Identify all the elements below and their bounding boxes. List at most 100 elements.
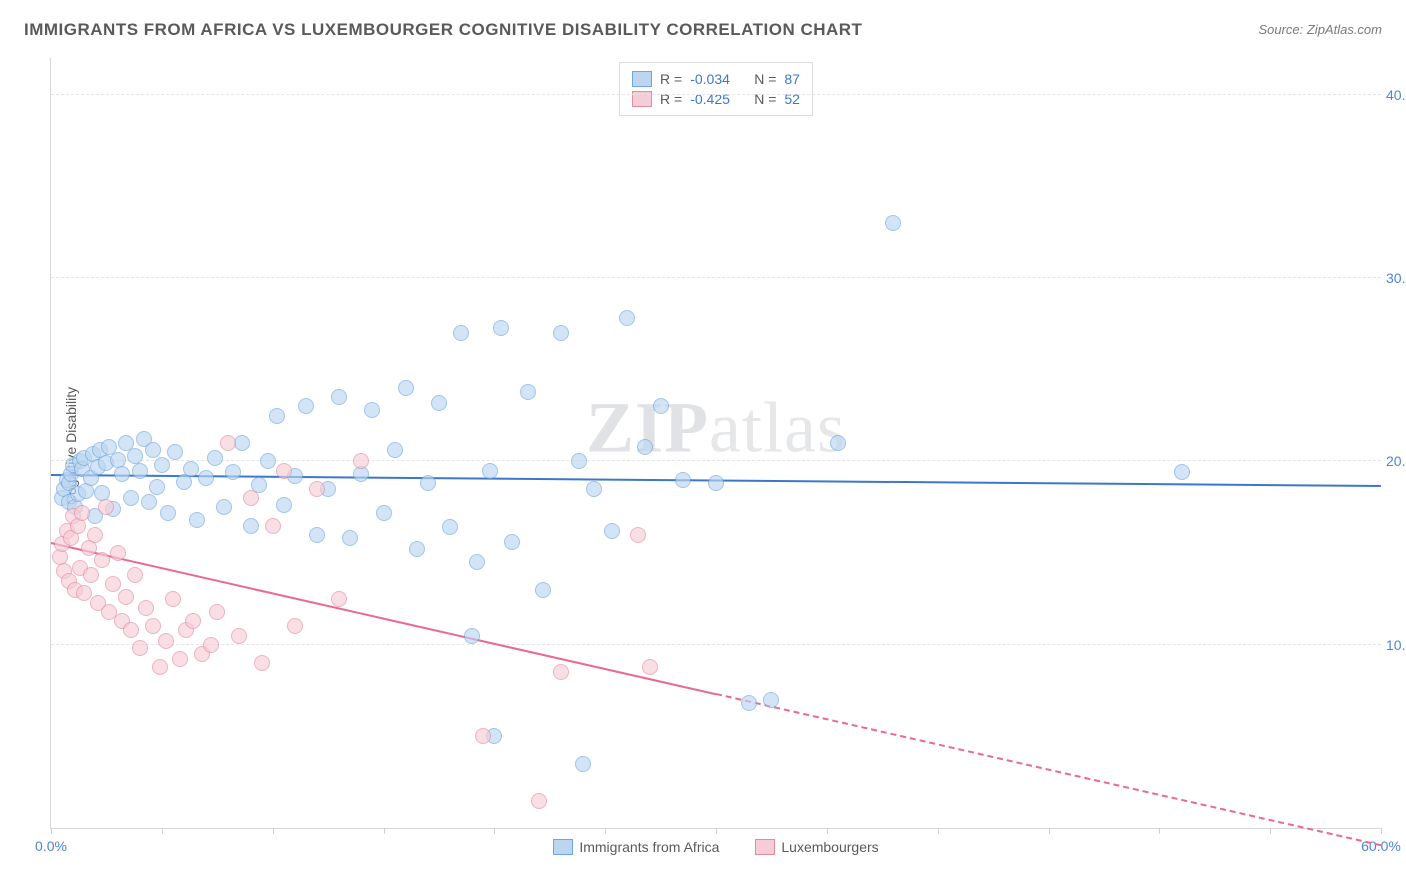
- data-point: [885, 215, 901, 231]
- data-point: [741, 695, 757, 711]
- watermark: ZIPatlas: [586, 386, 846, 469]
- data-point: [353, 453, 369, 469]
- data-point: [254, 655, 270, 671]
- series-name: Luxembourgers: [781, 839, 878, 855]
- y-tick-label: 30.0%: [1386, 270, 1406, 286]
- data-point: [387, 442, 403, 458]
- data-point: [114, 466, 130, 482]
- data-point: [586, 481, 602, 497]
- x-tick: [162, 828, 163, 834]
- legend-r-label: R =: [660, 71, 682, 87]
- x-tick: [1270, 828, 1271, 834]
- watermark-atlas: atlas: [709, 387, 846, 467]
- series-name: Immigrants from Africa: [579, 839, 719, 855]
- data-point: [604, 523, 620, 539]
- data-point: [376, 505, 392, 521]
- data-point: [165, 591, 181, 607]
- data-point: [118, 589, 134, 605]
- data-point: [110, 452, 126, 468]
- data-point: [220, 435, 236, 451]
- data-point: [110, 545, 126, 561]
- data-point: [309, 481, 325, 497]
- data-point: [553, 664, 569, 680]
- legend-swatch: [632, 71, 652, 87]
- data-point: [209, 604, 225, 620]
- data-point: [127, 448, 143, 464]
- data-point: [442, 519, 458, 535]
- data-point: [172, 651, 188, 667]
- x-tick: [384, 828, 385, 834]
- data-point: [276, 463, 292, 479]
- series-legend: Immigrants from Africa Luxembourgers: [51, 839, 1381, 858]
- x-tick: [494, 828, 495, 834]
- data-point: [216, 499, 232, 515]
- data-point: [493, 320, 509, 336]
- data-point: [260, 453, 276, 469]
- data-point: [482, 463, 498, 479]
- y-tick-label: 40.0%: [1386, 87, 1406, 103]
- data-point: [198, 470, 214, 486]
- chart-title: IMMIGRANTS FROM AFRICA VS LUXEMBOURGER C…: [24, 20, 862, 40]
- data-point: [575, 756, 591, 772]
- data-point: [183, 461, 199, 477]
- data-point: [94, 485, 110, 501]
- x-tick: [1159, 828, 1160, 834]
- source-name: ZipAtlas.com: [1307, 22, 1382, 37]
- legend-row: R =-0.425N =52: [632, 89, 800, 109]
- x-tick: [716, 828, 717, 834]
- data-point: [553, 325, 569, 341]
- correlation-legend: R =-0.034N =87R =-0.425N =52: [619, 62, 813, 116]
- legend-row: R =-0.034N =87: [632, 69, 800, 89]
- data-point: [243, 490, 259, 506]
- data-point: [83, 567, 99, 583]
- x-tick: [938, 828, 939, 834]
- data-point: [331, 389, 347, 405]
- data-point: [132, 640, 148, 656]
- data-point: [331, 591, 347, 607]
- legend-n-value: 87: [784, 71, 800, 87]
- data-point: [464, 628, 480, 644]
- data-point: [123, 490, 139, 506]
- gridline: [51, 460, 1381, 461]
- gridline: [51, 644, 1381, 645]
- data-point: [152, 659, 168, 675]
- watermark-zip: ZIP: [586, 387, 709, 467]
- data-point: [504, 534, 520, 550]
- x-tick: [1381, 828, 1382, 834]
- x-tick: [51, 828, 52, 834]
- data-point: [342, 530, 358, 546]
- data-point: [637, 439, 653, 455]
- trend-line-extrapolated: [716, 693, 1381, 846]
- data-point: [520, 384, 536, 400]
- data-point: [364, 402, 380, 418]
- data-point: [158, 633, 174, 649]
- source-prefix: Source:: [1258, 22, 1306, 37]
- data-point: [276, 497, 292, 513]
- data-point: [420, 475, 436, 491]
- source-attribution: Source: ZipAtlas.com: [1258, 22, 1382, 37]
- data-point: [630, 527, 646, 543]
- gridline: [51, 94, 1381, 95]
- data-point: [74, 505, 90, 521]
- y-tick-label: 20.0%: [1386, 453, 1406, 469]
- data-point: [531, 793, 547, 809]
- data-point: [453, 325, 469, 341]
- y-tick-label: 10.0%: [1386, 637, 1406, 653]
- data-point: [160, 505, 176, 521]
- data-point: [619, 310, 635, 326]
- data-point: [287, 618, 303, 634]
- x-tick-label: 0.0%: [35, 838, 67, 854]
- data-point: [535, 582, 551, 598]
- data-point: [309, 527, 325, 543]
- data-point: [105, 576, 121, 592]
- data-point: [409, 541, 425, 557]
- data-point: [189, 512, 205, 528]
- data-point: [708, 475, 724, 491]
- data-point: [431, 395, 447, 411]
- data-point: [398, 380, 414, 396]
- data-point: [225, 464, 241, 480]
- data-point: [265, 518, 281, 534]
- x-tick: [1049, 828, 1050, 834]
- data-point: [145, 442, 161, 458]
- data-point: [231, 628, 247, 644]
